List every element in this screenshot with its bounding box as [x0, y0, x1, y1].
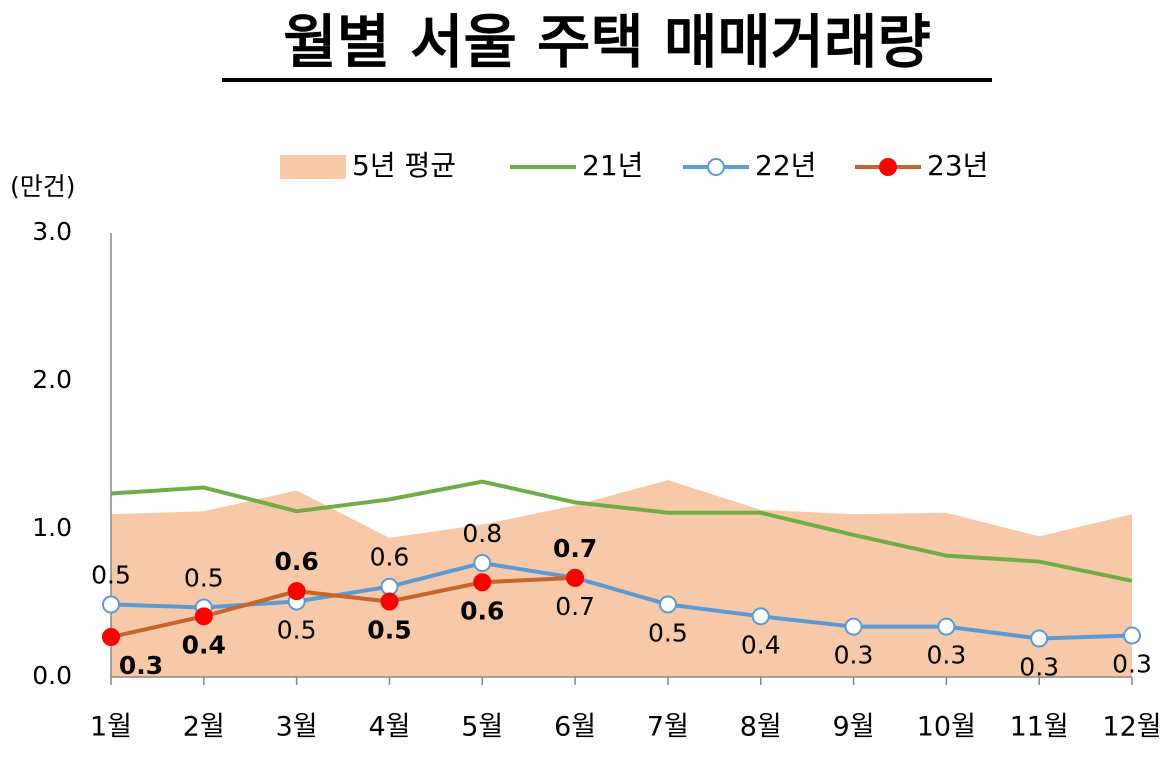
x-tick-label: 1월 — [90, 712, 132, 743]
marker — [937, 617, 956, 636]
marker — [473, 554, 492, 573]
marker — [658, 595, 677, 614]
area — [111, 480, 1132, 677]
y-tick-label: 2.0 — [32, 365, 72, 394]
x-tick-label: 7월 — [647, 712, 689, 743]
legend-label: 5년 평균 — [352, 149, 456, 182]
x-tick-label: 12월 — [1102, 712, 1161, 743]
marker — [102, 595, 120, 614]
line — [110, 479, 1133, 583]
data-label: 0.7 — [555, 592, 595, 621]
data-label: 0.3 — [1019, 653, 1059, 682]
y-tick-label: 0.0 — [32, 661, 72, 690]
x-tick-label: 2월 — [183, 712, 225, 743]
data-label: 0.7 — [553, 534, 597, 563]
marker — [102, 628, 120, 647]
legend-marker — [707, 158, 725, 176]
legend-label: 23년 — [927, 149, 988, 182]
marker — [473, 573, 492, 592]
x-tick-label: 11월 — [1010, 712, 1069, 743]
line — [110, 575, 576, 639]
data-label: 0.3 — [926, 641, 966, 670]
y-tick-label: 1.0 — [32, 513, 72, 542]
line — [110, 560, 1133, 641]
y-axis-label: (만건) — [10, 172, 76, 201]
chart-title: 월별 서울 주택 매매거래량 — [283, 8, 931, 76]
marker — [566, 568, 585, 587]
data-label: 0.3 — [1112, 650, 1152, 679]
data-label: 0.5 — [648, 618, 688, 647]
legend-swatch — [280, 155, 346, 179]
x-tick-label: 3월 — [276, 712, 318, 743]
data-label: 0.5 — [184, 563, 224, 592]
data-label: 0.4 — [182, 630, 226, 659]
marker — [380, 592, 399, 611]
data-label: 0.5 — [277, 616, 317, 645]
data-label: 0.3 — [119, 651, 163, 680]
legend-label: 22년 — [755, 149, 816, 182]
data-label: 0.4 — [741, 630, 781, 659]
y-tick-label: 3.0 — [32, 217, 72, 246]
marker — [1123, 626, 1141, 645]
marker — [194, 607, 213, 626]
legend-marker — [879, 158, 897, 176]
x-tick-label: 10월 — [917, 712, 976, 743]
marker — [844, 617, 863, 636]
x-tick-label: 5월 — [461, 712, 503, 743]
marker — [287, 582, 306, 601]
data-label: 0.6 — [370, 543, 410, 572]
data-label: 0.3 — [834, 641, 874, 670]
x-tick-label: 4월 — [368, 712, 410, 743]
data-label: 0.6 — [460, 596, 504, 625]
data-label: 0.6 — [274, 547, 318, 576]
legend-label: 21년 — [582, 149, 643, 182]
data-label: 0.5 — [91, 560, 131, 589]
marker — [751, 607, 770, 626]
marker — [1030, 629, 1049, 648]
marker — [380, 577, 399, 596]
x-tick-label: 9월 — [833, 712, 875, 743]
x-tick-label: 6월 — [554, 712, 596, 743]
data-label: 0.8 — [462, 519, 502, 548]
x-tick-label: 8월 — [740, 712, 782, 743]
data-label: 0.5 — [367, 616, 411, 645]
